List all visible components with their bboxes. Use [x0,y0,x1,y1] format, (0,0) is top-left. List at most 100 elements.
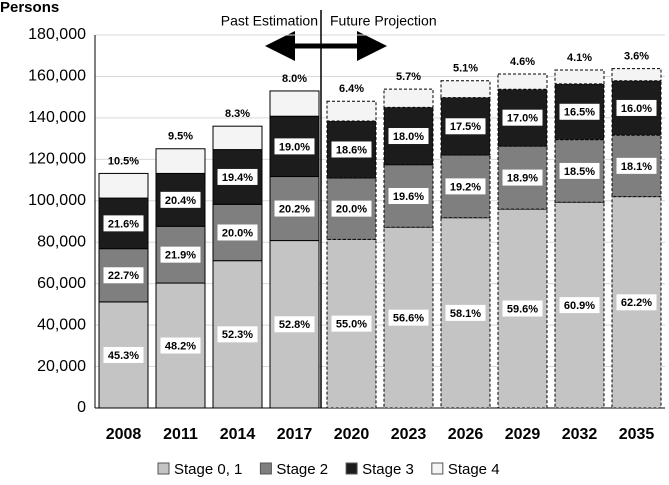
y-tick-label: 120,000 [28,151,86,168]
data-label: 8.0% [282,73,307,85]
y-tick-label: 60,000 [37,275,86,292]
data-label: 22.7% [108,270,139,282]
data-label: 10.5% [108,155,139,167]
data-label: 21.6% [108,218,139,230]
legend-label: Stage 0, 1 [174,461,242,478]
data-label: 19.0% [279,141,310,153]
y-tick-label: 100,000 [28,192,86,209]
x-tick-label: 2011 [163,426,198,443]
data-label: 55.0% [336,319,367,331]
data-label: 45.3% [108,350,139,362]
x-tick-label: 2008 [106,426,142,443]
label-box [559,103,600,120]
x-tick-label: 2032 [562,426,598,443]
label-box [160,246,201,263]
label-box [331,200,372,217]
x-tick-label: 2035 [619,426,655,443]
label-box [217,326,258,343]
bar-segment [98,172,149,199]
x-tick-label: 2014 [220,426,256,443]
label-box [502,300,543,317]
label-box [559,297,600,314]
bar-segment [611,68,662,82]
annotation: Past Estimation [221,13,318,29]
y-axis-label: Persons [0,0,59,16]
data-label: 4.1% [567,52,592,64]
label-box [274,200,315,217]
bar-segment [326,100,377,122]
data-label: 17.5% [450,121,481,133]
label-box [616,157,657,174]
label-box [445,178,486,195]
legend-swatch [259,462,272,475]
legend-label: Stage 2 [276,461,328,478]
bar-segment [440,80,491,99]
data-label: 9.5% [168,131,193,143]
data-label: 58.1% [450,308,481,320]
label-box [616,99,657,116]
label-box [103,267,144,284]
data-label: 48.2% [165,340,196,352]
data-label: 19.2% [450,181,481,193]
data-label: 62.2% [621,297,652,309]
y-tick-label: 160,000 [28,68,86,85]
bar-segment [269,90,320,117]
legend-swatch [345,462,358,475]
data-label: 17.0% [507,113,538,125]
bar-segment [554,69,605,85]
label-box [502,169,543,186]
data-label: 19.6% [393,191,424,203]
y-tick-label: 180,000 [28,26,86,43]
data-label: 20.0% [336,204,367,216]
legend-label: Stage 3 [362,461,414,478]
data-label: 3.6% [624,50,649,62]
data-label: 6.4% [339,83,364,95]
label-box [217,224,258,241]
bar-segment [212,125,263,151]
bar-segment [497,73,548,90]
data-label: 20.2% [279,203,310,215]
x-tick-label: 2023 [391,426,427,443]
data-label: 16.0% [621,103,652,115]
label-box [502,109,543,126]
data-label: 20.0% [222,227,253,239]
label-box [160,337,201,354]
x-tick-label: 2029 [505,426,541,443]
label-box [331,141,372,158]
data-label: 18.5% [564,166,595,178]
data-label: 60.9% [564,300,595,312]
x-tick-label: 2026 [448,426,484,443]
legend-label: Stage 4 [448,461,500,478]
data-label: 16.5% [564,107,595,119]
data-label: 21.9% [165,250,196,262]
data-label: 18.9% [507,172,538,184]
label-box [559,162,600,179]
y-tick-label: 40,000 [37,316,86,333]
label-box [274,316,315,333]
data-label: 18.0% [393,131,424,143]
y-tick-label: 140,000 [28,109,86,126]
x-tick-label: 2017 [277,426,313,443]
data-label: 59.6% [507,303,538,315]
data-label: 19.4% [222,172,253,184]
label-box [445,304,486,321]
label-box [616,294,657,311]
label-box [103,346,144,363]
bar-segment [383,88,434,108]
label-box [388,309,429,326]
data-label: 56.6% [393,313,424,325]
data-label: 4.6% [510,56,535,68]
data-label: 8.3% [225,108,250,120]
label-box [160,191,201,208]
annotation: Future Projection [330,13,437,29]
label-box [274,138,315,155]
data-label: 5.1% [453,63,478,75]
y-tick-label: 0 [77,399,86,416]
data-label: 52.3% [222,329,253,341]
label-box [217,168,258,185]
bar-segment [155,148,206,174]
legend-swatch [157,462,170,475]
data-label: 18.1% [621,161,652,173]
y-tick-label: 20,000 [37,358,86,375]
